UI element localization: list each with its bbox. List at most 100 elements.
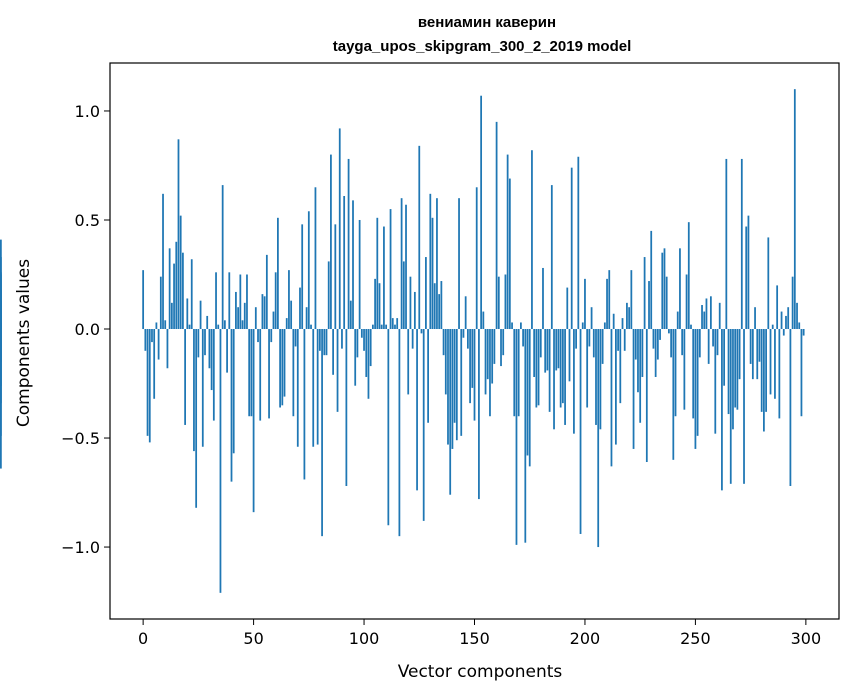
- bar-211: [608, 270, 611, 330]
- bar-125: [418, 145, 421, 329]
- bar-219: [626, 302, 628, 329]
- bar-104: [372, 324, 374, 330]
- bar-100: [363, 329, 365, 351]
- bar-250: [694, 329, 697, 449]
- bars-group: [0, 89, 805, 593]
- bar-222: [632, 329, 635, 449]
- bar-245: [683, 329, 686, 410]
- bar-89: [338, 128, 341, 330]
- bar-178: [535, 329, 538, 408]
- bar-139: [449, 329, 452, 495]
- bar-167: [511, 322, 513, 330]
- bar-43: [237, 307, 240, 329]
- bar-105: [374, 278, 376, 330]
- bar-288: [778, 329, 781, 419]
- bar-291: [785, 315, 787, 330]
- bar-154: [482, 311, 485, 329]
- bar-102: [367, 329, 370, 399]
- bar-296: [796, 302, 798, 329]
- bar-209: [603, 322, 606, 330]
- bar-54: [261, 294, 264, 330]
- bar-112: [389, 209, 392, 330]
- bar-17: [179, 215, 182, 330]
- bar-279: [758, 329, 761, 362]
- chart-title: вениамин каверин: [418, 14, 556, 31]
- bar-270: [738, 329, 741, 380]
- bar-191: [564, 329, 566, 425]
- bar-42: [235, 291, 237, 330]
- bar-260: [716, 329, 719, 356]
- bar-50: [252, 329, 255, 513]
- y-tick-label: −0.5: [61, 429, 100, 448]
- bar-47: [246, 274, 248, 330]
- bar-298: [800, 329, 803, 417]
- bar-97: [356, 329, 359, 358]
- bar-293: [789, 329, 792, 486]
- bar-177: [533, 329, 536, 377]
- bar-99: [360, 329, 363, 338]
- bar-210: [606, 278, 608, 330]
- bar-280: [760, 329, 763, 412]
- bar-158: [491, 329, 494, 384]
- bar-163: [502, 329, 505, 356]
- bar-208: [601, 329, 604, 364]
- bar-11: [166, 329, 169, 369]
- bar-213: [612, 313, 615, 330]
- bar-204: [592, 329, 595, 358]
- bar-3: [148, 329, 151, 443]
- y-tick-label: −1.0: [61, 538, 100, 557]
- bar-194: [570, 167, 573, 330]
- bar-18: [182, 252, 184, 329]
- bar-52: [257, 329, 259, 343]
- bar-57: [268, 329, 270, 419]
- bar-82: [323, 329, 326, 356]
- bar-56: [265, 254, 268, 329]
- bar-228: [645, 329, 648, 463]
- bar-262: [721, 329, 723, 491]
- bar-244: [681, 329, 684, 356]
- bar-161: [497, 276, 500, 330]
- bar-70: [296, 329, 299, 447]
- bar-76: [310, 324, 312, 330]
- bar-172: [522, 329, 524, 347]
- bar-180: [539, 329, 542, 358]
- bar-155: [484, 329, 487, 395]
- bar-21: [188, 324, 191, 330]
- bar-40: [230, 329, 233, 482]
- bar-152: [478, 329, 480, 500]
- bar-53: [259, 329, 262, 421]
- bar-107: [378, 283, 381, 330]
- bar-108: [380, 324, 383, 330]
- bar-215: [617, 329, 619, 351]
- bar-198: [579, 329, 582, 534]
- x-tick-label: 0: [138, 629, 148, 648]
- bar-271: [740, 158, 743, 330]
- bar-285: [771, 324, 774, 330]
- bar-206: [597, 329, 600, 548]
- bar-241: [674, 329, 677, 417]
- bar-221: [630, 270, 633, 330]
- bar-130: [429, 193, 432, 329]
- bar-151: [475, 187, 478, 330]
- bar-243: [679, 248, 681, 329]
- bar-74: [305, 307, 308, 329]
- bar-31: [210, 329, 213, 391]
- bar-68: [292, 329, 295, 417]
- bar-182: [544, 329, 547, 373]
- bar-214: [615, 329, 617, 445]
- bar-138: [447, 329, 449, 445]
- bar-165: [506, 154, 509, 330]
- bar-265: [727, 329, 730, 415]
- bar-261: [718, 302, 721, 329]
- bar-246: [685, 274, 688, 330]
- bar-92: [345, 329, 348, 486]
- bar-66: [288, 270, 290, 330]
- bar-179: [537, 329, 540, 406]
- bar-28: [204, 329, 206, 356]
- bar-117: [400, 198, 403, 329]
- bar-283: [767, 237, 770, 330]
- bar-238: [668, 329, 670, 334]
- bar-290: [782, 329, 785, 336]
- bar-51: [254, 307, 257, 329]
- bar-88: [336, 329, 339, 412]
